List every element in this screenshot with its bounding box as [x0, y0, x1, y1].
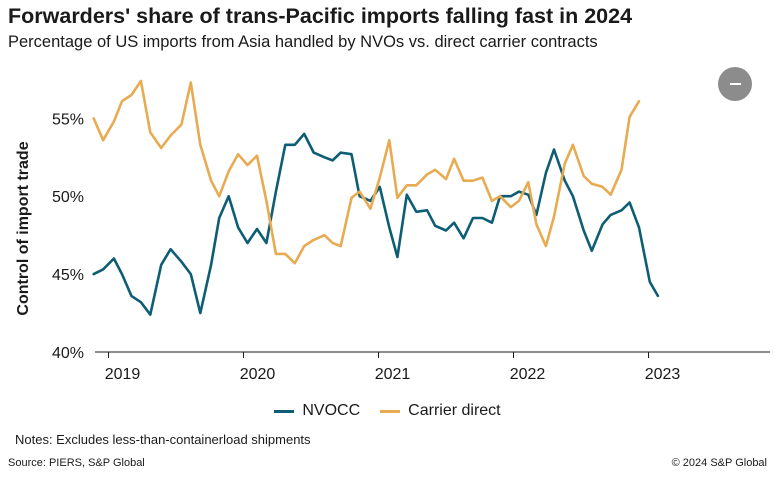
x-tick-label: 2019: [105, 366, 141, 383]
minus-icon: [729, 83, 741, 85]
legend-swatch-carrier-direct: [380, 409, 401, 413]
legend-swatch-nvocc: [274, 409, 295, 413]
y-tick-label: 45%: [52, 267, 84, 284]
x-tick-label: 2022: [510, 366, 546, 383]
chart-source: Source: PIERS, S&P Global: [8, 457, 145, 469]
y-tick-label: 55%: [52, 111, 84, 128]
x-tick-label: 2021: [375, 366, 411, 383]
legend-item-nvocc[interactable]: NVOCC: [274, 402, 360, 420]
legend-label-carrier-direct: Carrier direct: [408, 402, 501, 419]
legend-item-carrier-direct[interactable]: Carrier direct: [380, 402, 501, 420]
series-line-nvocc: [92, 132, 660, 316]
y-tick-label: 50%: [52, 189, 84, 206]
chart-subtitle: Percentage of US imports from Asia handl…: [8, 33, 598, 51]
chart-copyright: © 2024 S&P Global: [671, 457, 767, 469]
chart-menu-button[interactable]: [718, 67, 752, 101]
x-tick-label: 2020: [240, 366, 276, 383]
legend-label-nvocc: NVOCC: [302, 402, 361, 419]
chart-notes: Notes: Excludes less-than-containerload …: [15, 432, 311, 447]
y-tick-label: 40%: [52, 345, 84, 362]
x-tick-label: 2023: [645, 366, 681, 383]
chart-legend: NVOCC Carrier direct: [0, 402, 775, 420]
y-axis-title: Control of import trade: [15, 141, 32, 315]
series-line-carrier-direct: [92, 79, 641, 265]
chart-title: Forwarders' share of trans-Pacific impor…: [8, 4, 633, 28]
